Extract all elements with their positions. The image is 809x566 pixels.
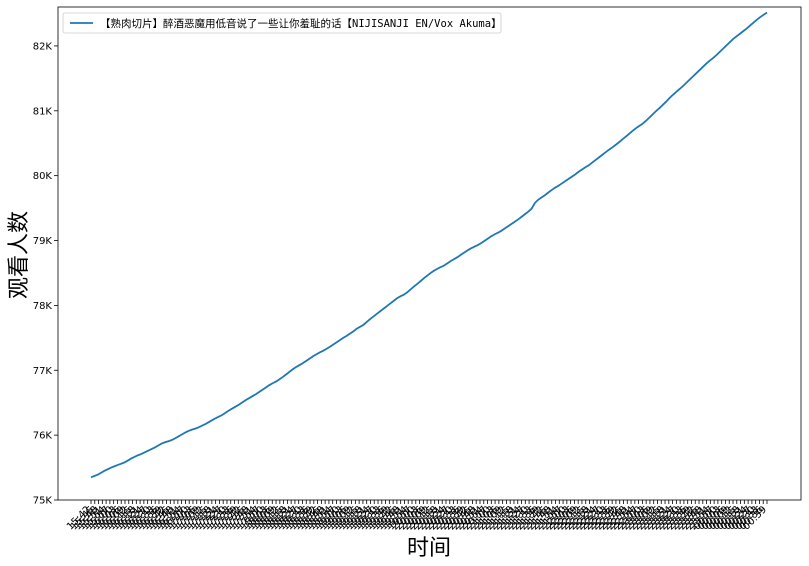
plot-frame (57, 6, 802, 501)
y-tick-label: 82K (33, 41, 53, 52)
x-axis-title: 时间 (407, 536, 451, 561)
series-line (90, 11, 768, 479)
y-tick-label: 79K (33, 236, 53, 247)
y-tick-label: 81K (33, 106, 53, 117)
x-axis: 15:4215:4515:4815:5115:5415:5716:0016:03… (65, 500, 769, 533)
y-tick-label: 78K (33, 301, 53, 312)
y-axis: 75K 76K 77K 78K 79K 80K 81K 82K (33, 41, 58, 507)
y-tick-label: 75K (33, 496, 53, 507)
legend-box (62, 12, 502, 34)
legend-label: 【熟肉切片】醉酒恶魔用低音说了一些让你羞耻的话【NIJISANJI EN/Vox… (100, 17, 502, 30)
y-tick-label: 80K (33, 171, 53, 182)
y-tick-label: 76K (33, 431, 53, 442)
y-tick-label: 77K (33, 366, 53, 377)
y-axis-title: 观看人数 (7, 211, 32, 299)
legend: 【熟肉切片】醉酒恶魔用低音说了一些让你羞耻的话【NIJISANJI EN/Vox… (62, 12, 502, 34)
